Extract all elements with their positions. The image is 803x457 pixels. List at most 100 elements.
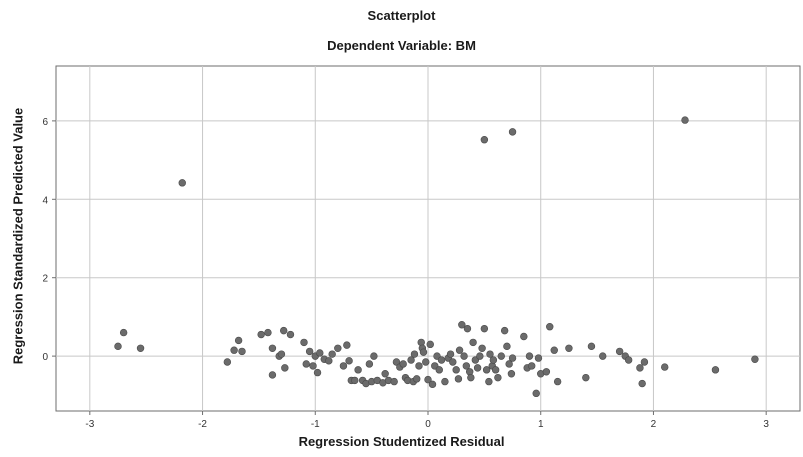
data-point (615, 347, 624, 356)
data-point (553, 377, 562, 386)
data-point (441, 377, 449, 386)
x-tick-label: 2 (651, 419, 657, 430)
data-point (454, 375, 463, 383)
data-point (424, 375, 432, 384)
data-point (638, 379, 646, 388)
chart-subtitle: Dependent Variable: BM (327, 38, 476, 53)
data-point (286, 330, 295, 339)
data-point (497, 352, 505, 360)
data-point (508, 128, 517, 136)
data-point (230, 346, 238, 354)
data-point (419, 348, 428, 356)
data-point (478, 344, 486, 352)
data-point (354, 366, 362, 374)
data-point (565, 344, 573, 352)
data-point (422, 358, 430, 366)
x-axis: -3 -2 -1 0 1 2 3 (85, 411, 769, 430)
data-point (455, 346, 464, 354)
chart-title: Scatterplot (367, 8, 436, 23)
data-point (449, 358, 457, 366)
data-point (507, 370, 516, 378)
x-tick-label: -1 (311, 419, 320, 430)
data-point (264, 328, 272, 337)
data-point (415, 362, 423, 370)
data-point (381, 370, 389, 378)
data-point (339, 362, 348, 370)
data-point (302, 360, 310, 368)
data-point (476, 352, 484, 360)
data-point (426, 340, 434, 349)
data-point (520, 332, 528, 341)
y-tick-label: 6 (42, 117, 48, 128)
data-point (399, 360, 407, 368)
data-point (114, 342, 122, 351)
x-tick-label: 3 (763, 419, 769, 430)
x-tick-label: 0 (425, 419, 431, 430)
data-point (119, 328, 128, 337)
data-point (480, 136, 489, 144)
data-point (505, 360, 513, 368)
y-axis-label: Regression Standardized Predicted Value (10, 107, 26, 365)
data-point (599, 352, 607, 360)
data-point (503, 342, 511, 351)
data-point (413, 375, 421, 383)
data-point (305, 347, 314, 356)
data-point (334, 344, 342, 352)
data-point (469, 338, 477, 347)
data-point (435, 366, 443, 374)
y-axis: 0 2 4 6 (42, 117, 56, 363)
data-point (711, 366, 720, 374)
data-point (528, 362, 536, 370)
data-point (546, 323, 554, 331)
data-point (234, 336, 243, 345)
data-point (328, 350, 336, 358)
data-point (508, 354, 517, 362)
data-point (446, 350, 455, 358)
data-point (437, 356, 446, 364)
data-point (280, 326, 288, 335)
data-points (114, 116, 759, 398)
data-point (489, 356, 498, 364)
data-point (582, 373, 590, 382)
data-point (313, 368, 322, 377)
data-point (345, 357, 353, 365)
data-point (343, 341, 351, 349)
grid-lines (56, 66, 800, 411)
data-point (624, 356, 633, 364)
data-point (392, 358, 401, 366)
data-point (268, 344, 277, 352)
data-point (410, 350, 419, 358)
data-point (473, 364, 482, 372)
data-point (460, 352, 468, 360)
data-point (532, 389, 540, 398)
data-point (542, 368, 551, 376)
data-point (257, 330, 265, 339)
data-point (277, 350, 286, 358)
data-point (463, 324, 472, 333)
data-point (681, 116, 689, 124)
data-point (751, 355, 759, 363)
x-tick-label: -2 (198, 419, 207, 430)
data-point (223, 358, 232, 366)
y-tick-label: 2 (42, 274, 48, 285)
data-point (494, 373, 502, 382)
data-point (480, 324, 489, 333)
data-point (636, 364, 644, 372)
data-point (316, 349, 324, 357)
data-point (661, 363, 669, 371)
data-point (238, 347, 246, 356)
y-tick-label: 0 (42, 352, 48, 363)
data-point (407, 356, 415, 364)
data-point (390, 377, 398, 386)
data-point (525, 352, 534, 360)
data-point (300, 338, 308, 347)
data-point (452, 366, 460, 374)
data-point (587, 342, 596, 351)
data-point (486, 350, 494, 358)
data-point (482, 366, 491, 374)
x-tick-label: 1 (538, 419, 544, 430)
x-axis-label: Regression Studentized Residual (298, 434, 505, 449)
data-point (370, 352, 378, 360)
data-point (309, 362, 317, 370)
